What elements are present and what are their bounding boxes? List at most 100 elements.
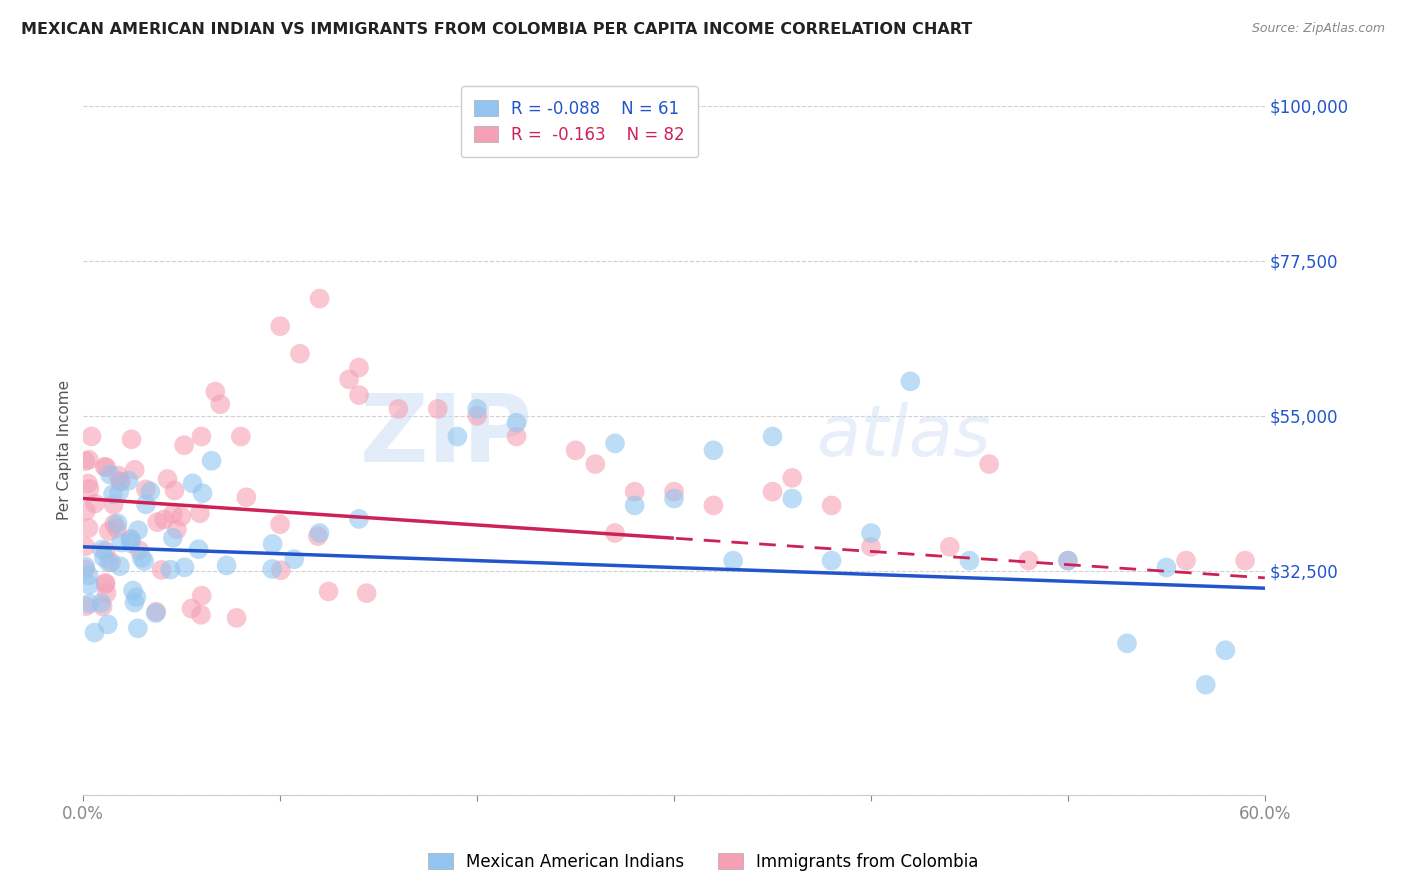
Point — [191, 486, 214, 500]
Point — [145, 606, 167, 620]
Point — [120, 533, 142, 547]
Point — [283, 552, 305, 566]
Point — [145, 605, 167, 619]
Point — [721, 553, 744, 567]
Point — [75, 559, 97, 574]
Point — [77, 452, 100, 467]
Point — [121, 432, 143, 446]
Point — [170, 509, 193, 524]
Point — [108, 475, 131, 489]
Point — [79, 597, 101, 611]
Point — [94, 575, 117, 590]
Point — [761, 429, 783, 443]
Point — [77, 568, 100, 582]
Point — [162, 507, 184, 521]
Point — [1057, 553, 1080, 567]
Point — [124, 463, 146, 477]
Point — [200, 454, 222, 468]
Point — [163, 483, 186, 498]
Point — [190, 589, 212, 603]
Text: ZIP: ZIP — [360, 391, 533, 483]
Point — [97, 524, 120, 539]
Point — [108, 484, 131, 499]
Point — [94, 577, 117, 591]
Point — [347, 388, 370, 402]
Point — [103, 516, 125, 531]
Point — [105, 522, 128, 536]
Point — [134, 554, 156, 568]
Point — [110, 475, 132, 489]
Point — [173, 438, 195, 452]
Point — [269, 319, 291, 334]
Point — [75, 599, 97, 614]
Point — [387, 401, 409, 416]
Point — [77, 578, 100, 592]
Point — [122, 583, 145, 598]
Point — [190, 607, 212, 622]
Point — [77, 521, 100, 535]
Point — [761, 484, 783, 499]
Y-axis label: Per Capita Income: Per Capita Income — [58, 380, 72, 520]
Point — [780, 491, 803, 506]
Point — [128, 543, 150, 558]
Point — [120, 532, 142, 546]
Point — [505, 429, 527, 443]
Point — [180, 601, 202, 615]
Text: MEXICAN AMERICAN INDIAN VS IMMIGRANTS FROM COLOMBIA PER CAPITA INCOME CORRELATIO: MEXICAN AMERICAN INDIAN VS IMMIGRANTS FR… — [21, 22, 973, 37]
Point — [93, 550, 115, 565]
Point — [100, 555, 122, 569]
Point — [135, 497, 157, 511]
Point — [235, 490, 257, 504]
Point — [318, 584, 340, 599]
Point — [623, 484, 645, 499]
Point — [101, 487, 124, 501]
Point — [96, 460, 118, 475]
Point — [139, 484, 162, 499]
Point — [127, 621, 149, 635]
Point — [75, 540, 97, 554]
Point — [107, 516, 129, 531]
Point — [337, 372, 360, 386]
Point — [269, 517, 291, 532]
Legend: R = -0.088    N = 61, R =  -0.163    N = 82: R = -0.088 N = 61, R = -0.163 N = 82 — [461, 87, 697, 157]
Point — [1175, 553, 1198, 567]
Point — [204, 384, 226, 399]
Point — [215, 558, 238, 573]
Point — [347, 512, 370, 526]
Point — [780, 471, 803, 485]
Point — [1234, 553, 1257, 567]
Point — [1057, 553, 1080, 567]
Point — [75, 562, 97, 576]
Point — [939, 540, 962, 554]
Point — [288, 347, 311, 361]
Point — [270, 563, 292, 577]
Point — [307, 529, 329, 543]
Legend: Mexican American Indians, Immigrants from Colombia: Mexican American Indians, Immigrants fro… — [419, 845, 987, 880]
Point — [262, 537, 284, 551]
Point — [1018, 553, 1040, 567]
Point — [446, 429, 468, 443]
Point — [603, 436, 626, 450]
Point — [1215, 643, 1237, 657]
Point — [190, 429, 212, 443]
Point — [166, 523, 188, 537]
Point — [229, 429, 252, 443]
Point — [356, 586, 378, 600]
Point — [187, 542, 209, 557]
Point — [83, 625, 105, 640]
Point — [90, 596, 112, 610]
Point — [209, 397, 232, 411]
Point — [859, 526, 882, 541]
Point — [702, 499, 724, 513]
Point — [820, 499, 842, 513]
Point — [146, 515, 169, 529]
Point — [96, 586, 118, 600]
Point — [979, 457, 1001, 471]
Point — [162, 531, 184, 545]
Point — [156, 472, 179, 486]
Point — [181, 476, 204, 491]
Point — [308, 292, 330, 306]
Point — [1116, 636, 1139, 650]
Point — [80, 429, 103, 443]
Point — [135, 483, 157, 497]
